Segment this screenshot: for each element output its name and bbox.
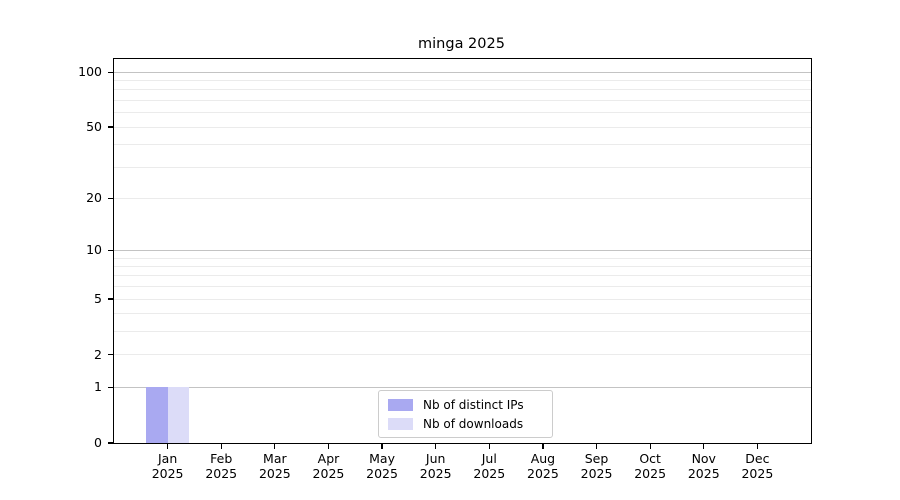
legend-item-downloads: Nb of downloads <box>388 417 543 431</box>
y-gridline-minor <box>114 313 811 315</box>
y-gridline-minor <box>114 126 811 128</box>
legend: Nb of distinct IPs Nb of downloads <box>378 390 553 438</box>
y-gridline-minor <box>114 265 811 267</box>
x-tick-year: 2025 <box>634 466 667 481</box>
x-tick-mark <box>327 444 330 449</box>
y-tick-mark <box>108 249 113 252</box>
y-tick-mark <box>108 354 113 356</box>
legend-item-distinct-ips: Nb of distinct IPs <box>388 398 543 412</box>
legend-label-downloads: Nb of downloads <box>423 416 524 431</box>
x-tick-month: Apr <box>317 451 340 466</box>
y-gridline-minor <box>114 275 811 277</box>
x-tick-month: Mar <box>263 451 287 466</box>
y-gridline-minor <box>114 166 811 168</box>
x-tick-year: 2025 <box>473 466 506 481</box>
x-tick-mark <box>756 444 759 449</box>
bar-distinct-ips <box>146 387 168 443</box>
y-gridline-minor <box>114 298 811 300</box>
y-tick-mark <box>108 71 113 73</box>
y-tick-mark <box>108 126 113 128</box>
y-gridline-minor <box>114 144 811 146</box>
x-tick-year: 2025 <box>151 466 184 481</box>
x-tick-year: 2025 <box>687 466 720 481</box>
x-tick-mark <box>220 444 222 449</box>
y-tick-label: 100 <box>78 64 102 80</box>
y-gridline-minor <box>114 354 811 356</box>
y-gridline-minor <box>114 331 811 333</box>
y-tick-mark <box>108 197 113 200</box>
y-gridline-minor <box>114 112 811 114</box>
y-gridline-major <box>114 249 811 251</box>
x-tick-mark <box>274 444 276 449</box>
x-tick-label: Dec 2025 <box>741 451 773 481</box>
legend-label-distinct-ips: Nb of distinct IPs <box>423 397 524 412</box>
x-tick-month: Oct <box>639 451 661 466</box>
x-tick-label: Oct 2025 <box>634 451 666 481</box>
x-tick-year: 2025 <box>527 466 559 481</box>
x-tick-mark <box>703 444 705 449</box>
x-tick-year: 2025 <box>741 466 774 481</box>
x-tick-mark <box>488 444 490 449</box>
x-tick-month: Dec <box>745 451 770 466</box>
y-tick-label: 50 <box>86 119 102 135</box>
x-tick-year: 2025 <box>580 466 613 481</box>
x-tick-mark <box>435 444 437 449</box>
y-tick-mark <box>108 442 113 444</box>
x-tick-label: May 2025 <box>366 451 398 481</box>
y-gridline-minor <box>114 80 811 82</box>
x-tick-label: Jan 2025 <box>152 451 184 481</box>
y-gridline-major <box>114 71 811 73</box>
x-tick-label: Mar 2025 <box>259 451 291 481</box>
x-tick-year: 2025 <box>366 466 398 481</box>
legend-swatch-downloads <box>388 417 413 430</box>
x-tick-year: 2025 <box>419 466 452 481</box>
y-gridline-minor <box>114 286 811 288</box>
x-tick-label: Aug 2025 <box>527 451 559 481</box>
x-tick-label: Jun 2025 <box>420 451 452 481</box>
x-tick-label: Nov 2025 <box>688 451 720 481</box>
y-gridline-minor <box>114 197 811 199</box>
x-tick-month: Feb <box>210 451 233 466</box>
x-tick-mark <box>381 444 383 449</box>
x-tick-mark <box>649 444 651 449</box>
y-gridline-minor <box>114 257 811 259</box>
chart-title: minga 2025 <box>418 36 505 52</box>
y-gridline-major <box>114 386 811 388</box>
y-tick-mark <box>108 298 113 300</box>
x-tick-mark <box>166 444 169 449</box>
y-tick-label: 0 <box>94 435 102 450</box>
bar-downloads <box>167 387 190 443</box>
x-tick-year: 2025 <box>312 466 345 481</box>
y-tick-label: 5 <box>94 291 102 307</box>
y-tick-label: 2 <box>94 346 102 362</box>
x-tick-month: Jan <box>157 451 178 466</box>
x-tick-month: Jun <box>425 451 446 466</box>
y-tick-label: 20 <box>86 190 102 206</box>
x-tick-month: Nov <box>691 451 716 466</box>
x-tick-mark <box>595 444 598 449</box>
x-tick-label: Feb 2025 <box>205 451 237 481</box>
legend-swatch-distinct-ips <box>388 398 413 411</box>
plot-area: 0 1 2 5 10 20 50 100 Jan 2025 Feb 2025 Mar 2025 Apr 202… <box>78 58 812 481</box>
y-tick-label: 10 <box>86 242 102 258</box>
y-tick-label: 1 <box>94 379 102 395</box>
x-tick-month: Sep <box>584 451 609 466</box>
y-gridline-minor <box>114 89 811 91</box>
y-gridline-minor <box>114 100 811 102</box>
x-tick-year: 2025 <box>205 466 238 481</box>
x-tick-month: Aug <box>530 451 556 466</box>
x-tick-label: Jul 2025 <box>473 451 505 481</box>
x-tick-month: Jul <box>481 451 497 466</box>
x-tick-mark <box>542 444 544 449</box>
x-tick-label: Sep 2025 <box>581 451 613 481</box>
x-tick-year: 2025 <box>258 466 291 481</box>
y-tick-mark <box>108 386 113 388</box>
x-tick-month: May <box>369 451 395 466</box>
x-tick-label: Apr 2025 <box>313 451 345 481</box>
